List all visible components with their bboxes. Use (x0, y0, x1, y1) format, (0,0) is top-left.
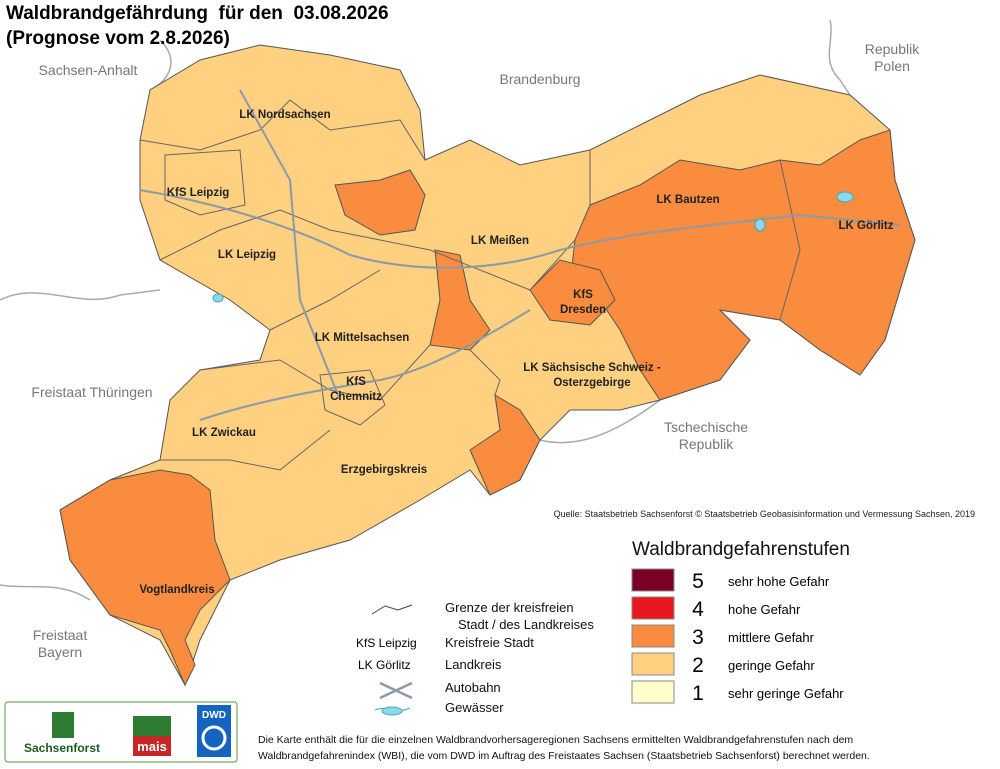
legend-swatch (631, 652, 675, 676)
water (212, 191, 854, 303)
key-district-sample: LK Görlitz (358, 658, 411, 672)
orange-north (334, 169, 426, 236)
key-motorway: Autobahn (445, 680, 501, 695)
region-label: KfS Leipzig (167, 187, 230, 199)
region-label: Erzgebirgskreis (341, 464, 427, 476)
legend-level: 4 (692, 598, 704, 621)
legend-label: hohe Gefahr (728, 602, 801, 617)
orange-vogtland (59, 469, 231, 687)
legend-level: 2 (692, 654, 704, 677)
neighbor-label: Polen (874, 58, 910, 74)
footnote: Die Karte enthält die für die einzelnen … (258, 734, 853, 746)
neighbor-label: Sachsen-Anhalt (39, 62, 138, 78)
neighbor-labels: Sachsen-AnhaltBrandenburgRepublikPolenFr… (31, 41, 920, 660)
legend-swatch (631, 624, 675, 648)
saxony (59, 44, 916, 687)
orange-south (469, 394, 541, 496)
water-symbol (381, 706, 403, 716)
region-label: KfS (573, 289, 593, 301)
country-borders (0, 19, 851, 601)
region-label: LK Bautzen (656, 194, 719, 206)
logo-mais: mais (137, 739, 167, 754)
neighbor-label: Brandenburg (500, 71, 581, 87)
region-label: LK Zwickau (192, 427, 256, 439)
source: Quelle: Staatsbetrieb Sachsenforst © Sta… (554, 509, 975, 519)
title: Waldbrandgefährdung für den 03.08.2026 (6, 3, 389, 24)
logo-sachsenforst: Sachsenforst (24, 741, 100, 755)
key-city: Kreisfreie Stadt (445, 635, 534, 650)
logo-dwd: DWD (202, 710, 226, 721)
neighbor-label: Freistaat (33, 627, 88, 643)
region-label: Vogtlandkreis (139, 584, 214, 596)
key-border: Stadt / des Landkreises (458, 617, 594, 632)
neighbor-label: Republik (679, 436, 734, 452)
key-water: Gewässer (445, 700, 504, 715)
neighbor-label: Bayern (38, 644, 82, 660)
neighbor-label: Tschechische (664, 419, 748, 435)
region-label: LK Görlitz (839, 220, 894, 232)
neighbor-label: Republik (865, 41, 920, 57)
orange-dresden (529, 259, 616, 326)
legend-title: Waldbrandgefahrenstufen (632, 539, 850, 560)
legend-swatch (631, 568, 675, 592)
key-city-sample: KfS Leipzig (356, 636, 417, 650)
border-symbol (371, 604, 413, 615)
legend-label: sehr hohe Gefahr (728, 574, 830, 589)
key-border: Grenze der kreisfreien (445, 600, 574, 615)
legend-swatch (631, 596, 675, 620)
legend-swatch (631, 680, 675, 704)
motorways (139, 89, 901, 421)
region-label: Dresden (560, 304, 606, 316)
region-label: LK Mittelsachsen (315, 332, 410, 344)
district-borders (139, 99, 801, 471)
legend-label: mittlere Gefahr (728, 630, 815, 645)
legend-level: 3 (692, 626, 704, 649)
legend: 5 sehr hohe Gefahr 4 hohe Gefahr 3 mittlere G… (631, 568, 844, 705)
region-labels: LK Nordsachsen KfS Leipzig LK Leipzig LK Me… (139, 109, 893, 596)
legend-label: sehr geringe Gefahr (728, 686, 844, 701)
region-label: KfS (346, 376, 366, 388)
neighbor-label: Freistaat Thüringen (31, 384, 152, 400)
region-label: Osterzgebirge (553, 377, 630, 389)
legend-level: 5 (692, 570, 704, 593)
region-label: LK Nordsachsen (239, 109, 330, 121)
subtitle: (Prognose vom 2.8.2026) (6, 28, 230, 49)
footnote: Waldbrandgefahrenindex (WBI), die vom DW… (258, 750, 870, 762)
region-label: LK Meißen (471, 235, 529, 247)
motorway-symbol (379, 681, 413, 700)
legend-label: geringe Gefahr (728, 658, 815, 673)
region-label: LK Sächsische Schweiz - (523, 362, 661, 374)
region-label: Chemnitz (330, 391, 382, 403)
legend-level: 1 (692, 682, 704, 705)
logos: Sachsenforst mais DWD (4, 701, 238, 763)
key-district: Landkreis (445, 657, 502, 672)
region-label: LK Leipzig (218, 249, 276, 261)
key: Grenze der kreisfreien Stadt / des Landk… (356, 600, 594, 716)
orange-east (569, 129, 916, 401)
